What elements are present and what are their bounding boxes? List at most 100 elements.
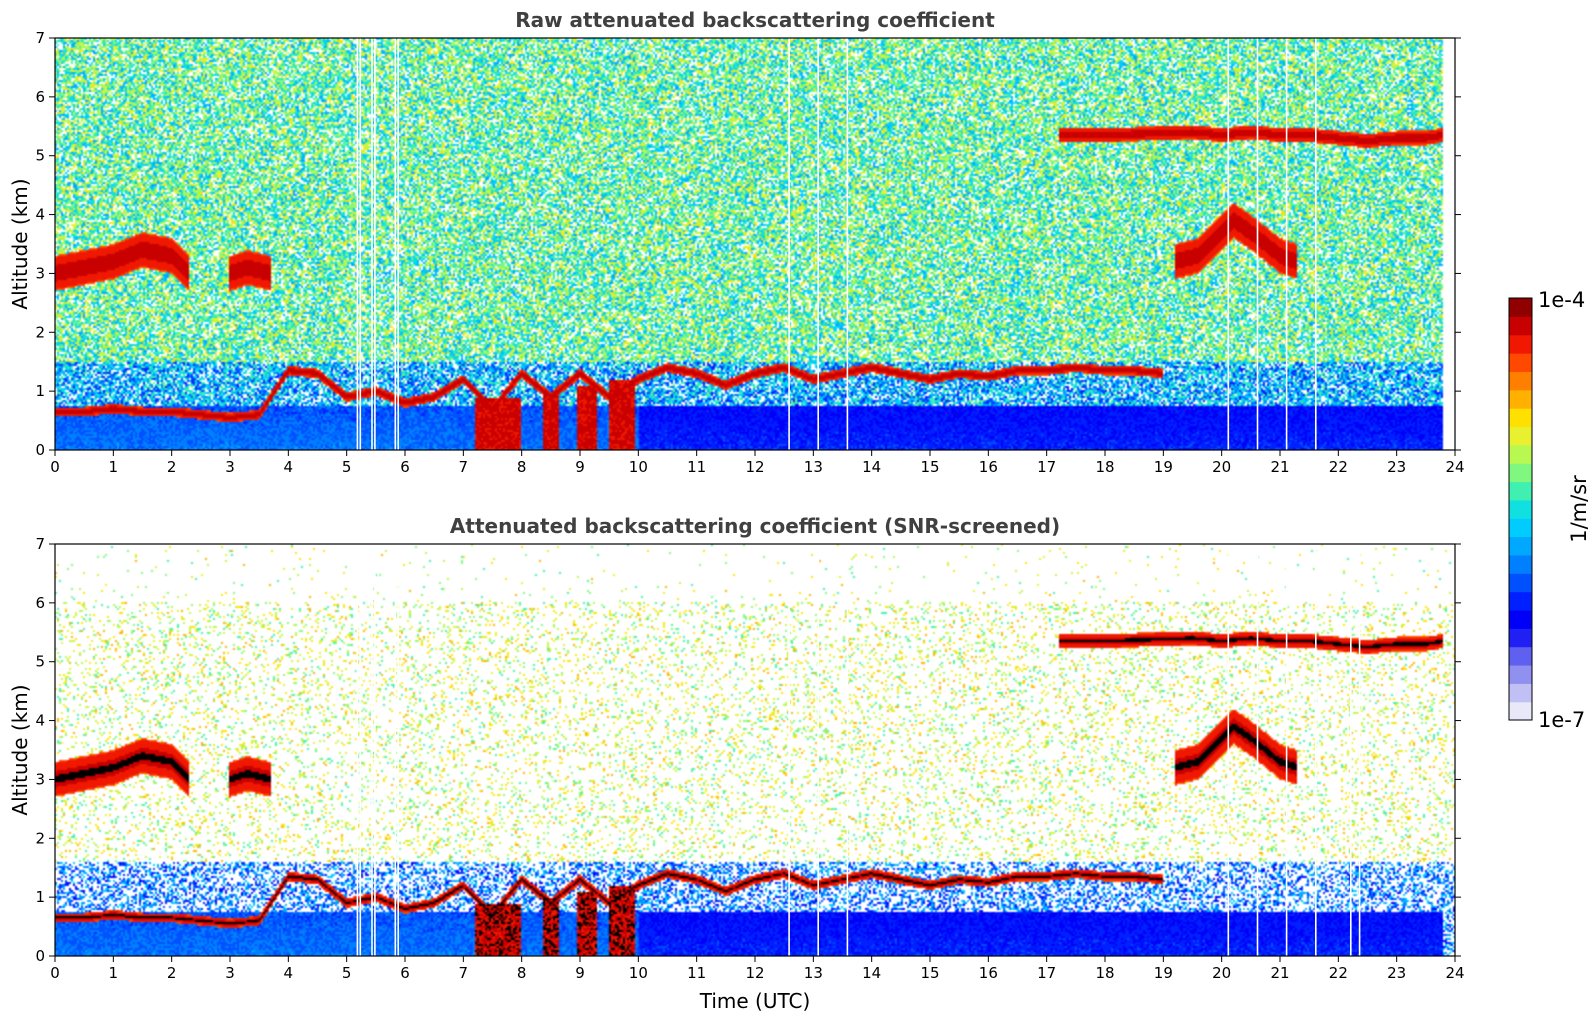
data-gaps [356,38,1317,450]
data-gap-line [1227,38,1230,450]
colorbar-step [1509,389,1532,409]
x-tick-label: 1 [109,964,119,982]
x-tick-label: 4 [284,458,294,476]
colorbar-step [1509,426,1532,446]
x-tick-label: 20 [1212,964,1231,982]
colorbar-step [1509,518,1532,538]
x-tick-label: 15 [920,964,939,982]
y-tick-label: 6 [35,594,45,612]
x-tick-label: 3 [225,458,235,476]
x-tick-label: 23 [1387,964,1406,982]
x-tick-label: 1 [109,458,119,476]
x-tick-label: 2 [167,964,177,982]
colorbar-steps [1509,298,1532,721]
data-gap-line [1358,544,1361,956]
x-tick-label: 5 [342,458,352,476]
y-tick-label: 2 [35,323,45,341]
data-gap-line [356,38,359,450]
colorbar-step [1509,408,1532,428]
x-tick-label: 7 [459,458,469,476]
y-tick-label: 7 [35,535,45,553]
x-tick-label: 0 [50,458,60,476]
panel-title: Raw attenuated backscattering coefficien… [515,8,995,32]
data-gap-line [1285,38,1288,450]
colorbar-step [1509,444,1532,464]
y-axis-label: Altitude (km) [8,178,32,309]
colorbar-max-label: 1e-4 [1538,288,1585,312]
x-tick-label: 18 [1095,458,1114,476]
data-gap-line [397,38,399,450]
colorbar-step [1509,701,1532,721]
x-tick-label: 4 [284,964,294,982]
data-gap-line [817,38,819,450]
y-tick-label: 7 [35,29,45,47]
colorbar-step [1509,371,1532,391]
x-tick-label: 10 [629,964,648,982]
colorbar-step [1509,463,1532,483]
data-gap-line [371,544,373,956]
y-tick-label: 0 [35,947,45,965]
x-tick-label: 22 [1329,964,1348,982]
y-axis-ticks: 0 1 2 3 4 5 6 7 [35,29,1461,459]
colorbar-step [1509,573,1532,593]
colorbar-step [1509,683,1532,703]
x-tick-label: 20 [1212,458,1231,476]
x-axis-label: Time (UTC) [699,989,811,1013]
colorbar-step [1509,554,1532,574]
x-tick-label: 19 [1154,964,1173,982]
x-tick-label: 11 [687,458,706,476]
x-tick-label: 13 [804,964,823,982]
y-tick-label: 1 [35,888,45,906]
data-gap-line [788,38,790,450]
data-gap-line [788,544,790,956]
raw-backscatter-panel: Raw attenuated backscattering coefficien… [8,8,1465,476]
data-gap-line [359,38,362,450]
colorbar-frame [1508,297,1533,721]
x-tick-label: 14 [862,964,881,982]
data-gap-line [1315,544,1317,956]
x-tick-label: 18 [1095,964,1114,982]
x-tick-label: 16 [979,458,998,476]
x-tick-label: 14 [862,458,881,476]
y-axis-ticks: 0 1 2 3 4 5 6 7 [35,535,1461,965]
data-gap-line [1227,544,1230,956]
x-tick-label: 12 [745,458,764,476]
data-gap-line [846,38,849,450]
x-tick-label: 8 [517,458,527,476]
y-tick-label: 3 [35,264,45,282]
x-tick-label: 17 [1037,964,1056,982]
data-gap-line [817,544,819,956]
x-tick-label: 13 [804,458,823,476]
colorbar-step [1509,353,1532,372]
x-tick-label: 21 [1270,964,1289,982]
data-gap-line [1315,38,1317,450]
x-tick-label: 9 [575,458,585,476]
x-tick-label: 21 [1270,458,1289,476]
heatmap-image [55,38,1455,450]
colorbar-step [1509,646,1532,666]
y-tick-label: 2 [35,829,45,847]
x-tick-label: 24 [1445,964,1464,982]
x-tick-label: 11 [687,964,706,982]
x-tick-label: 2 [167,458,177,476]
data-gap-line [1350,544,1352,956]
y-tick-label: 4 [35,206,45,224]
data-gap-line [374,38,376,450]
data-gap-line [1256,38,1259,450]
data-gap-line [1256,544,1259,956]
x-tick-label: 10 [629,458,648,476]
colorbar-step [1509,316,1532,336]
x-tick-label: 15 [920,458,939,476]
x-tick-label: 24 [1445,458,1464,476]
y-tick-label: 5 [35,147,45,165]
x-tick-label: 5 [342,964,352,982]
colorbar-step [1509,664,1532,684]
data-gap-line [1285,544,1288,956]
data-gap-line [846,544,849,956]
x-tick-label: 0 [50,964,60,982]
colorbar-unit-label: 1/m/sr [1567,475,1591,543]
x-tick-label: 17 [1037,458,1056,476]
x-axis-ticks: 0 1 2 3 4 5 6 7 8 9 10 11 12 13 14 15 16 17 18 19 20 21 22 23 24 [50,450,1465,476]
